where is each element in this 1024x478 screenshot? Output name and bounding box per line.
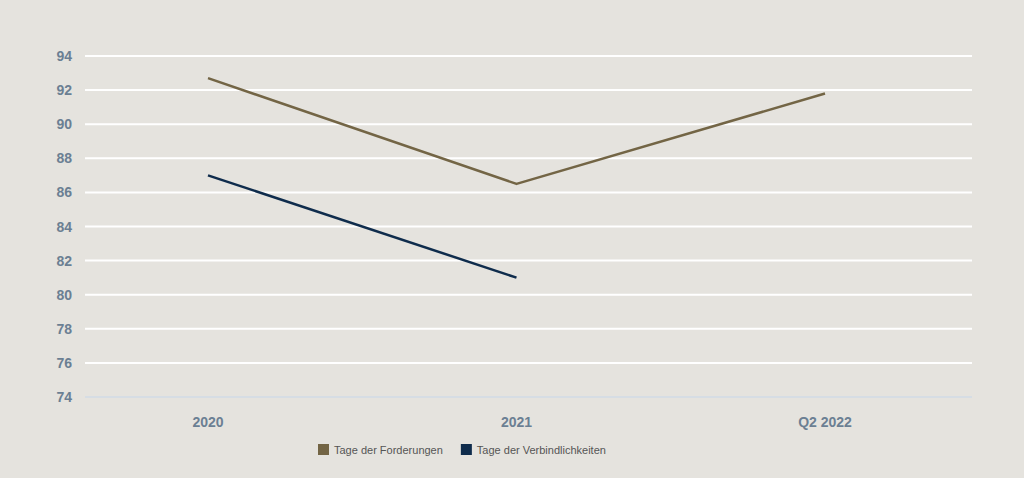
grid-line <box>85 55 972 57</box>
y-tick-label: 92 <box>56 82 72 98</box>
grid-line <box>85 191 972 193</box>
grid-line <box>85 260 972 262</box>
grid-line <box>85 123 972 125</box>
y-tick-label: 82 <box>56 253 72 269</box>
legend-swatch <box>461 444 472 455</box>
grid-line <box>85 396 972 398</box>
x-tick-label: 2021 <box>501 414 532 430</box>
grid-line <box>85 89 972 91</box>
chart: 74 76 78 80 82 84 86 88 90 92 94 2020 2021 Q2 2022 Tag… <box>0 0 1024 478</box>
legend: Tage der Forderungen Tage der Verbindlich… <box>318 444 606 456</box>
y-tick-label: 80 <box>56 287 72 303</box>
y-tick-label: 78 <box>56 321 72 337</box>
legend-swatch <box>318 444 329 455</box>
y-tick-label: 94 <box>56 48 72 64</box>
y-tick-label: 90 <box>56 116 72 132</box>
y-tick-label: 88 <box>56 150 72 166</box>
grid-line <box>85 157 972 159</box>
y-tick-label: 76 <box>56 355 72 371</box>
legend-label: Tage der Forderungen <box>334 444 443 456</box>
x-tick-label: 2020 <box>192 414 223 430</box>
legend-label: Tage der Verbindlichkeiten <box>477 444 606 456</box>
x-tick-label: Q2 2022 <box>798 414 852 430</box>
y-tick-label: 74 <box>56 389 72 405</box>
y-tick-label: 84 <box>56 219 72 235</box>
grid-line <box>85 226 972 228</box>
plot-area <box>208 78 825 277</box>
grid-line <box>85 362 972 364</box>
y-tick-label: 86 <box>56 184 72 200</box>
series-line <box>208 78 825 184</box>
series-line <box>208 175 517 277</box>
grid-line <box>85 294 972 296</box>
grid-line <box>85 328 972 330</box>
